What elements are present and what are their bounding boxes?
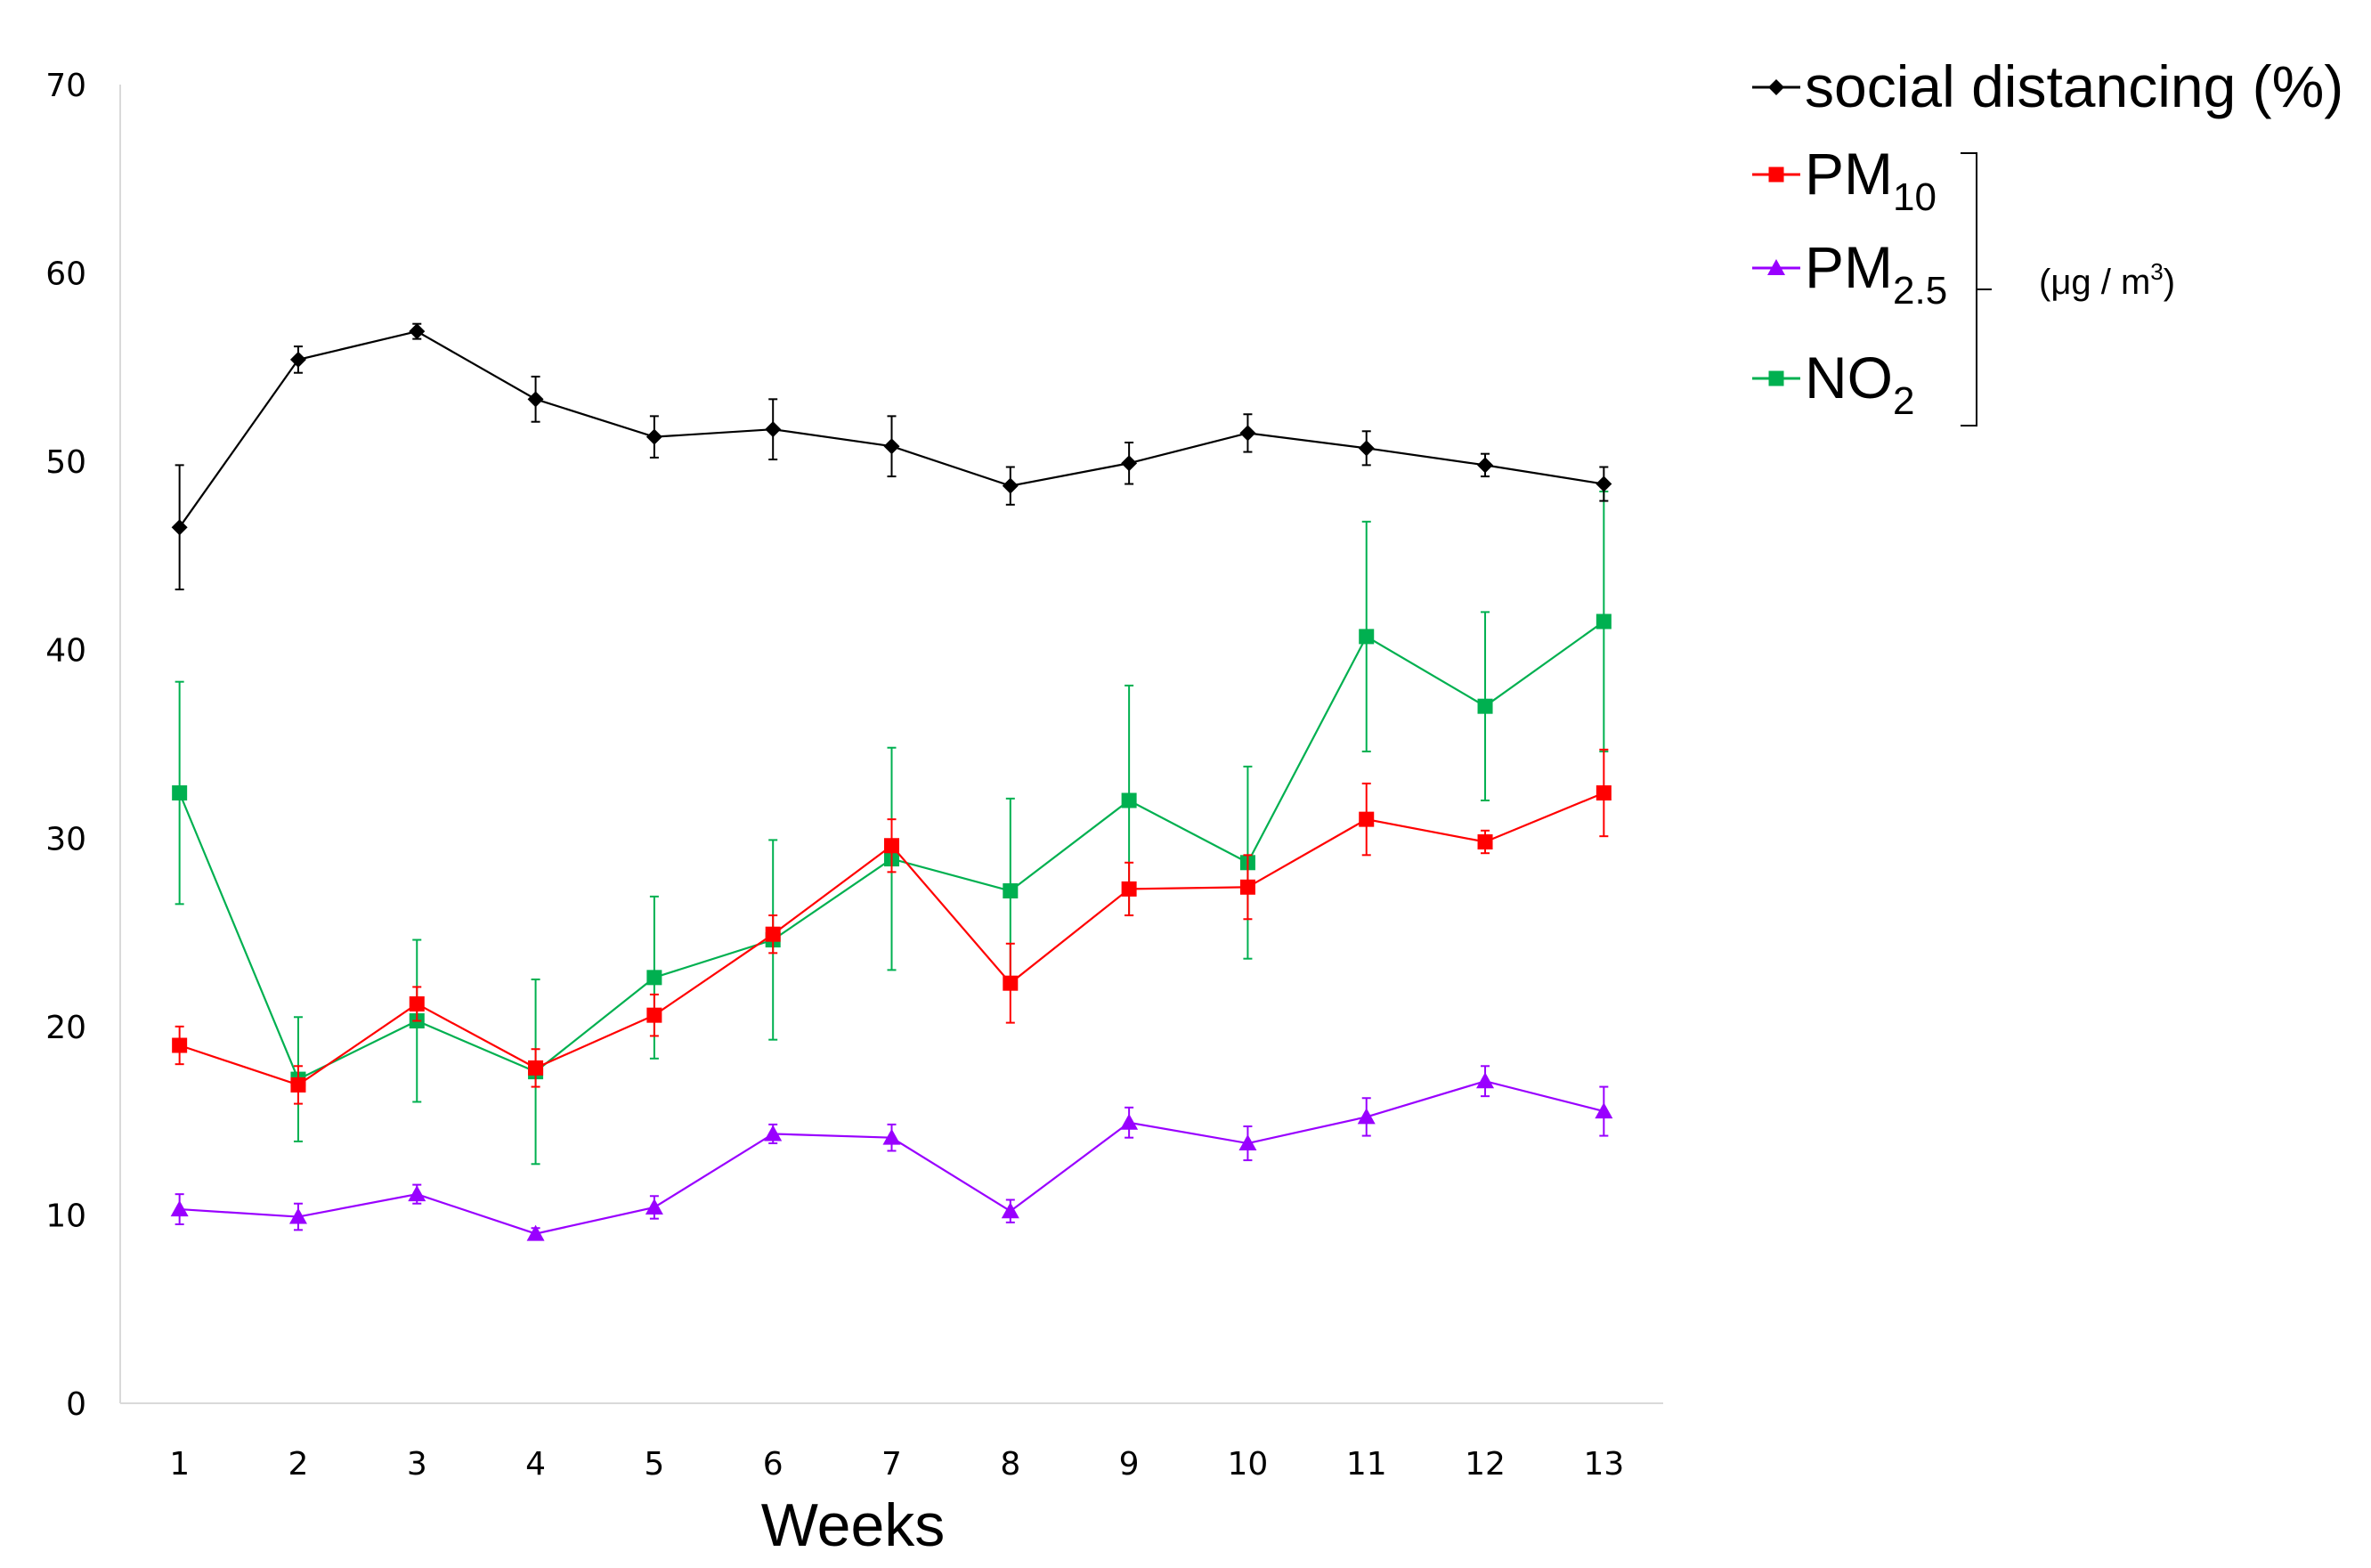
data-point	[1596, 785, 1612, 801]
legend-item-pm10: PM10	[1752, 141, 1937, 219]
data-point	[645, 1198, 663, 1215]
legend-marker	[1767, 259, 1785, 275]
legend-label: PM10	[1805, 141, 1937, 219]
data-point	[1003, 975, 1019, 991]
legend-item-social: social distancing (%)	[1752, 53, 2343, 119]
data-point	[172, 1037, 188, 1053]
y-tick-label: 60	[45, 256, 86, 293]
data-point	[1001, 1202, 1019, 1219]
x-tick-label: 1	[169, 1446, 190, 1483]
data-point	[1121, 455, 1138, 472]
x-tick-label: 9	[1119, 1446, 1140, 1483]
data-point	[1477, 457, 1494, 474]
legend-marker	[1768, 370, 1784, 386]
data-point	[409, 995, 425, 1011]
x-tick-label: 12	[1465, 1446, 1506, 1483]
x-tick-label: 2	[288, 1446, 309, 1483]
legend-label: NO2	[1805, 345, 1914, 423]
y-tick-label: 40	[45, 633, 86, 670]
y-tick-label: 10	[45, 1198, 86, 1234]
data-point	[765, 926, 781, 942]
data-point	[1596, 475, 1612, 492]
units-label: (μg / m3)	[2039, 258, 2175, 302]
x-tick-label: 8	[1000, 1446, 1020, 1483]
data-point	[1357, 1108, 1376, 1125]
data-point	[1359, 629, 1375, 645]
x-tick-label: 3	[407, 1446, 427, 1483]
series-layer	[170, 322, 1613, 1241]
data-point	[646, 428, 662, 445]
data-point	[290, 1076, 306, 1093]
data-point	[288, 1207, 307, 1224]
x-tick-label: 10	[1228, 1446, 1269, 1483]
data-point	[528, 1060, 544, 1076]
x-tick-label: 4	[525, 1446, 546, 1483]
chart-axes	[119, 85, 1663, 1404]
y-tick-label: 70	[45, 68, 86, 104]
data-point	[882, 1128, 901, 1145]
x-tick-label: 7	[881, 1446, 902, 1483]
x-tick-label: 5	[644, 1446, 664, 1483]
data-point	[170, 1200, 189, 1217]
data-point	[1595, 1102, 1613, 1119]
y-tick-label: 0	[66, 1386, 86, 1423]
data-point	[527, 391, 544, 408]
legend-marker	[1768, 79, 1784, 95]
data-point	[171, 519, 188, 536]
data-point	[884, 838, 899, 854]
x-tick-label: 6	[763, 1446, 784, 1483]
data-point	[1238, 1134, 1257, 1151]
x-tick-label: 11	[1346, 1446, 1387, 1483]
data-point	[1477, 834, 1493, 850]
data-point	[1477, 698, 1493, 714]
legend-label: social distancing (%)	[1805, 53, 2343, 119]
data-point	[1596, 613, 1612, 630]
data-point	[526, 1224, 545, 1241]
legend-label: PM2.5	[1805, 234, 1947, 313]
data-point	[1239, 425, 1256, 442]
x-axis-ticks: 1 2 3 4 5 6 7 8 9 10 11 12 13	[169, 1446, 1624, 1483]
series-pm25	[170, 1065, 1613, 1241]
data-point	[1003, 883, 1019, 899]
y-tick-label: 50	[45, 444, 86, 481]
data-point	[646, 970, 662, 986]
data-point	[1358, 440, 1375, 457]
series-pm10	[172, 748, 1612, 1105]
data-point	[646, 1007, 662, 1023]
legend-marker	[1768, 167, 1784, 183]
units-bracket	[1961, 152, 1992, 427]
data-point	[765, 421, 782, 438]
data-point	[1121, 792, 1137, 808]
data-point	[883, 438, 900, 455]
data-point	[1121, 881, 1137, 897]
y-tick-label: 30	[45, 821, 86, 857]
series-social	[171, 322, 1612, 591]
legend: social distancing (%) PM10 PM2.5 NO2 (μg / m…	[1752, 53, 2343, 427]
data-point	[764, 1125, 783, 1141]
data-point	[1359, 811, 1375, 827]
legend-item-pm25: PM2.5	[1752, 234, 1947, 313]
series-line	[179, 1080, 1604, 1235]
data-point	[289, 351, 306, 368]
data-point	[1476, 1072, 1495, 1089]
data-point	[172, 785, 188, 801]
x-axis-title: Weeks	[761, 1491, 946, 1559]
data-point	[1120, 1113, 1139, 1130]
y-tick-label: 20	[45, 1010, 86, 1046]
y-axis-ticks: 0 10 20 30 40 50 60 70	[45, 68, 86, 1423]
data-point	[1002, 477, 1019, 494]
data-point	[409, 323, 426, 340]
data-point	[408, 1185, 426, 1202]
legend-item-no2: NO2	[1752, 345, 1914, 423]
data-point	[1239, 879, 1255, 895]
x-tick-label: 13	[1583, 1446, 1624, 1483]
